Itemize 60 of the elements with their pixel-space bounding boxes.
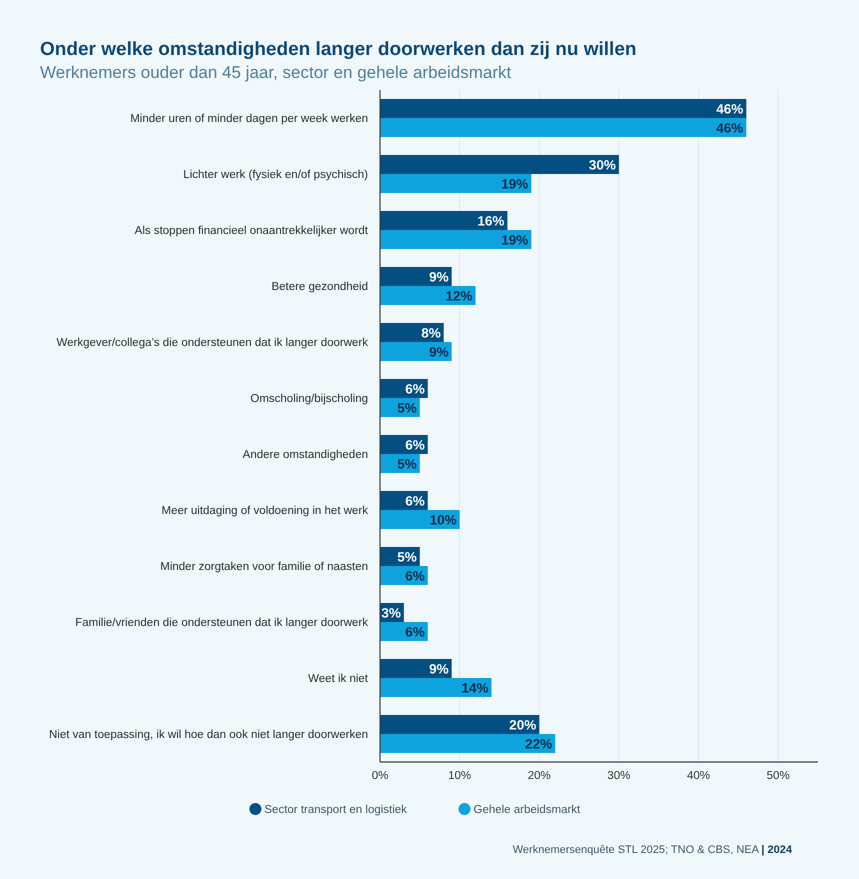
chart-subtitle: Werknemers ouder dan 45 jaar, sector en gehele arbeidsmarkt bbox=[40, 63, 512, 82]
data-label: 6% bbox=[405, 381, 425, 396]
data-label: 6% bbox=[405, 437, 425, 452]
bar bbox=[380, 230, 532, 250]
y-tick-label: Minder zorgtaken voor familie of naasten bbox=[160, 561, 368, 574]
y-tick-label: Familie/vrienden die ondersteunen dat ik langer doorwerk bbox=[75, 617, 368, 630]
y-tick-label: Minder uren of minder dagen per week werken bbox=[130, 113, 368, 126]
data-label: 6% bbox=[405, 493, 425, 508]
data-label: 12% bbox=[446, 288, 473, 304]
data-label: 30% bbox=[588, 157, 616, 172]
y-tick-label: Werkgever/collega’s die ondersteunen dat ik langer doorwerk bbox=[56, 337, 368, 350]
data-label: 10% bbox=[430, 512, 457, 528]
y-tick-label: Lichter werk (fysiek en/of psychisch) bbox=[183, 169, 368, 182]
x-tick-label: 10% bbox=[448, 770, 472, 782]
bar bbox=[380, 678, 492, 698]
text: Werknemersenquête STL 2025; TNO & CBS, NEA | 2024 bbox=[512, 844, 793, 856]
data-label: 6% bbox=[405, 624, 425, 640]
data-label: 16% bbox=[477, 213, 504, 228]
y-tick-label: Als stoppen financieel onaantrekkelijker wordt bbox=[134, 225, 369, 238]
x-tick-label: 40% bbox=[687, 770, 710, 782]
data-label: 46% bbox=[716, 101, 744, 116]
data-label: 22% bbox=[525, 736, 552, 752]
bar bbox=[380, 734, 556, 754]
bar bbox=[380, 266, 452, 286]
data-label: 5% bbox=[397, 456, 417, 472]
y-tick-label: Omscholing/bijscholing bbox=[250, 393, 368, 406]
data-label: 6% bbox=[405, 568, 425, 584]
y-tick-label: Betere gezondheid bbox=[271, 281, 368, 294]
bar bbox=[380, 342, 452, 362]
legend-label: Gehele arbeidsmarkt bbox=[474, 804, 582, 816]
y-tick-label: Andere omstandigheden bbox=[242, 449, 368, 462]
data-label: 46% bbox=[716, 120, 744, 136]
bar bbox=[380, 154, 619, 174]
data-label: 14% bbox=[461, 680, 488, 696]
data-label: 9% bbox=[429, 344, 449, 360]
bar bbox=[380, 118, 746, 138]
data-label: 8% bbox=[421, 325, 441, 340]
data-label: 19% bbox=[501, 232, 528, 248]
y-tick-label: Meer uitdaging of voldoening in het werk bbox=[162, 505, 368, 518]
bar bbox=[380, 174, 532, 194]
data-label: 3% bbox=[381, 605, 401, 620]
data-label: 9% bbox=[429, 661, 449, 676]
y-tick-label: Niet van toepassing, ik wil hoe dan ook niet langer doorwerken bbox=[49, 729, 368, 742]
chart-title: Onder welke omstandigheden langer doorwerken dan zij nu willen bbox=[40, 39, 636, 60]
data-label: 5% bbox=[397, 549, 417, 564]
bar bbox=[380, 98, 746, 118]
data-label: 20% bbox=[509, 717, 536, 732]
bar bbox=[380, 714, 540, 734]
bar bbox=[380, 286, 476, 306]
data-label: 5% bbox=[397, 400, 417, 416]
y-tick-label: Weet ik niet bbox=[308, 673, 369, 686]
data-label: 9% bbox=[429, 269, 449, 284]
x-tick-label: 30% bbox=[607, 770, 630, 782]
legend-label: Sector transport en logistiek bbox=[264, 804, 408, 816]
bar bbox=[380, 210, 508, 230]
bar bbox=[380, 658, 452, 678]
data-label: 19% bbox=[501, 176, 528, 192]
x-tick-label: 0% bbox=[372, 770, 388, 782]
x-tick-label: 50% bbox=[766, 770, 790, 782]
x-tick-label: 20% bbox=[528, 770, 551, 782]
